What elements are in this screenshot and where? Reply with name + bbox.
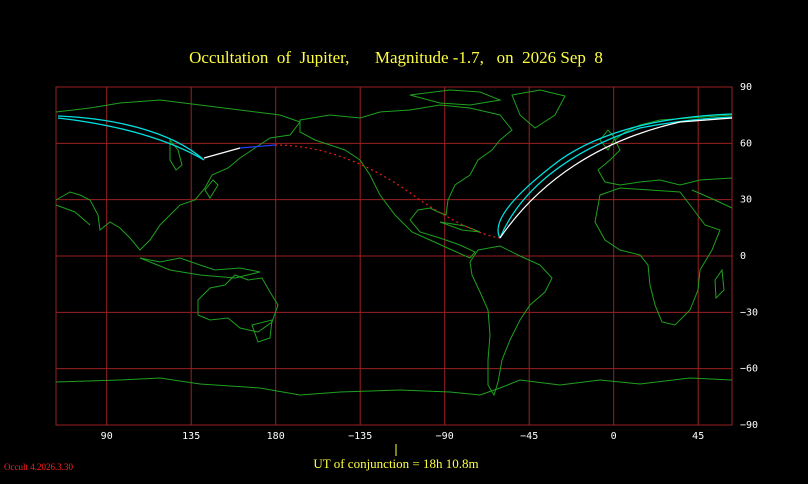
coastline <box>139 257 261 279</box>
coastline <box>469 245 553 397</box>
x-tick-label: −90 <box>436 431 454 442</box>
coastline <box>511 89 566 129</box>
occultation-path <box>57 113 733 239</box>
conjunction-label: UT of conjunction = 18h 10.8m <box>313 456 478 471</box>
coastline <box>55 189 733 226</box>
x-tick-label: 45 <box>692 431 704 442</box>
coastline <box>599 129 616 151</box>
x-tick-label: 0 <box>611 431 617 442</box>
coastline <box>55 99 301 251</box>
grid <box>55 86 733 426</box>
central-line-invisible <box>274 144 501 239</box>
map-title: Occultation of Jupiter, Magnitude -1.7, … <box>189 48 603 67</box>
y-tick-label: 60 <box>740 138 752 149</box>
central-line <box>203 147 241 159</box>
y-tick-label: 0 <box>740 251 746 262</box>
coastline <box>251 319 273 343</box>
x-tick-label: 135 <box>182 431 200 442</box>
coastline <box>169 138 183 171</box>
y-tick-label: −30 <box>740 307 758 318</box>
x-tick-label: 180 <box>267 431 285 442</box>
version-label: Occult 4.2026.3.30 <box>4 462 73 472</box>
x-tick-label: 90 <box>101 431 113 442</box>
central-line-daylight <box>239 144 276 149</box>
central-line <box>499 117 733 239</box>
y-tick-label: 90 <box>740 82 752 93</box>
coastline <box>594 187 721 326</box>
coastline <box>55 377 733 396</box>
coastlines <box>55 89 733 397</box>
y-tick-label: −60 <box>740 364 758 375</box>
coastline <box>409 89 502 106</box>
x-tick-label: −45 <box>520 431 538 442</box>
path-limit <box>497 113 733 239</box>
coastline <box>204 179 219 199</box>
path-limit <box>57 115 205 161</box>
coastline <box>299 104 513 259</box>
y-tick-label: −90 <box>740 420 758 431</box>
x-tick-label: −135 <box>348 431 372 442</box>
coastline <box>714 268 725 300</box>
y-tick-label: 30 <box>740 195 752 206</box>
coastline <box>197 274 279 333</box>
